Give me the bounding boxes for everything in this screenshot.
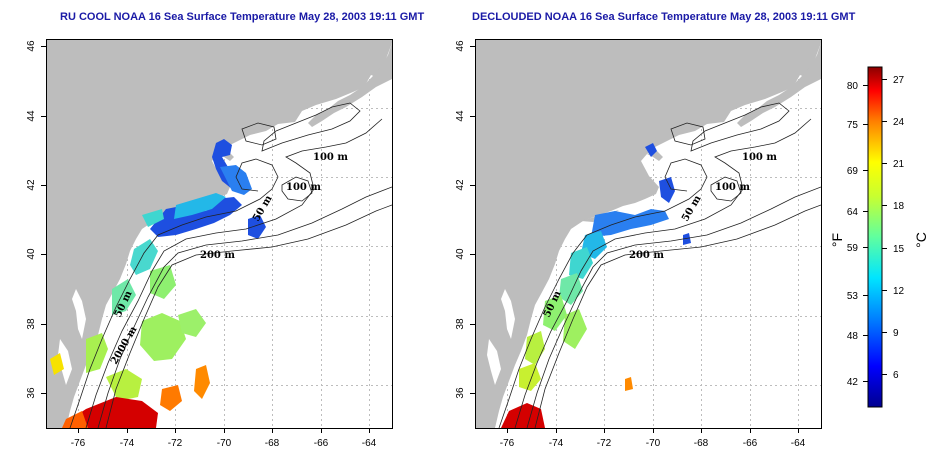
contour-label: 100 m <box>313 152 348 163</box>
fahrenheit-tick: 80 <box>847 81 859 92</box>
x-tick-label: -64 <box>791 438 806 449</box>
fahrenheit-tick: 69 <box>847 166 859 177</box>
y-tick-label: 44 <box>26 110 37 122</box>
left-map-panel: 100 m 100 m 50 m 200 m 50 m 2000 m -76 -… <box>26 39 393 449</box>
x-tick-label: -68 <box>265 438 280 449</box>
y-tick-label: 46 <box>26 40 37 52</box>
celsius-tick: 12 <box>893 286 905 297</box>
x-tick-label: -66 <box>743 438 758 449</box>
fahrenheit-tick-labels: 80 75 69 64 59 53 48 42 <box>847 81 859 388</box>
x-tick-label: -74 <box>120 438 135 449</box>
right-y-axis-labels: 36 38 40 42 44 46 <box>455 40 466 399</box>
y-tick-label: 42 <box>26 179 37 191</box>
x-tick-label: -76 <box>500 438 515 449</box>
x-tick-label: -72 <box>597 438 612 449</box>
y-tick-label: 40 <box>455 248 466 260</box>
y-tick-label: 44 <box>455 110 466 122</box>
contour-label: 200 m <box>200 250 235 261</box>
y-tick-label: 40 <box>26 248 37 260</box>
contour-label: 200 m <box>629 250 664 261</box>
fahrenheit-tick: 75 <box>847 120 859 131</box>
left-y-axis-labels: 36 38 40 42 44 46 <box>26 40 37 399</box>
celsius-tick: 6 <box>893 370 899 381</box>
right-map-title: DECLOUDED NOAA 16 Sea Surface Temperatur… <box>472 11 856 23</box>
contour-label: 100 m <box>742 152 777 163</box>
y-tick-label: 46 <box>455 40 466 52</box>
celsius-tick: 15 <box>893 244 905 255</box>
celsius-tick: 27 <box>893 75 905 86</box>
temperature-colorbar: 80 75 69 64 59 53 48 42 27 24 21 18 15 1… <box>829 66 929 408</box>
x-tick-label: -72 <box>168 438 183 449</box>
left-map-title: RU COOL NOAA 16 Sea Surface Temperature … <box>60 11 425 23</box>
celsius-tick: 9 <box>893 328 899 339</box>
x-tick-label: -70 <box>217 438 232 449</box>
right-x-axis-labels: -76 -74 -72 -70 -68 -66 -64 <box>500 438 806 449</box>
y-tick-label: 42 <box>455 179 466 191</box>
fahrenheit-tick: 42 <box>847 377 859 388</box>
celsius-tick-labels: 27 24 21 18 15 12 9 6 <box>893 75 905 381</box>
fahrenheit-tick: 64 <box>847 207 859 218</box>
x-tick-label: -66 <box>314 438 329 449</box>
fahrenheit-unit-label: °F <box>829 233 845 247</box>
x-tick-label: -70 <box>646 438 661 449</box>
x-tick-label: -68 <box>694 438 709 449</box>
contour-label: 100 m <box>715 182 750 193</box>
contour-label: 100 m <box>286 182 321 193</box>
x-tick-label: -76 <box>71 438 86 449</box>
x-tick-label: -74 <box>549 438 564 449</box>
x-tick-label: -64 <box>362 438 377 449</box>
celsius-tick: 21 <box>893 159 905 170</box>
colorbar-gradient <box>867 66 883 408</box>
celsius-tick: 18 <box>893 201 905 212</box>
y-tick-label: 36 <box>455 387 466 399</box>
fahrenheit-tick: 48 <box>847 331 859 342</box>
celsius-tick: 24 <box>893 117 905 128</box>
fahrenheit-tick: 59 <box>847 243 859 254</box>
left-x-axis-labels: -76 -74 -72 -70 -68 -66 -64 <box>71 438 377 449</box>
y-tick-label: 36 <box>26 387 37 399</box>
fahrenheit-tick: 53 <box>847 291 859 302</box>
y-tick-label: 38 <box>26 318 37 330</box>
y-tick-label: 38 <box>455 318 466 330</box>
celsius-unit-label: °C <box>913 232 929 248</box>
right-map-panel: 100 m 100 m 50 m 200 m 50 m -76 -74 -72 … <box>455 39 822 449</box>
